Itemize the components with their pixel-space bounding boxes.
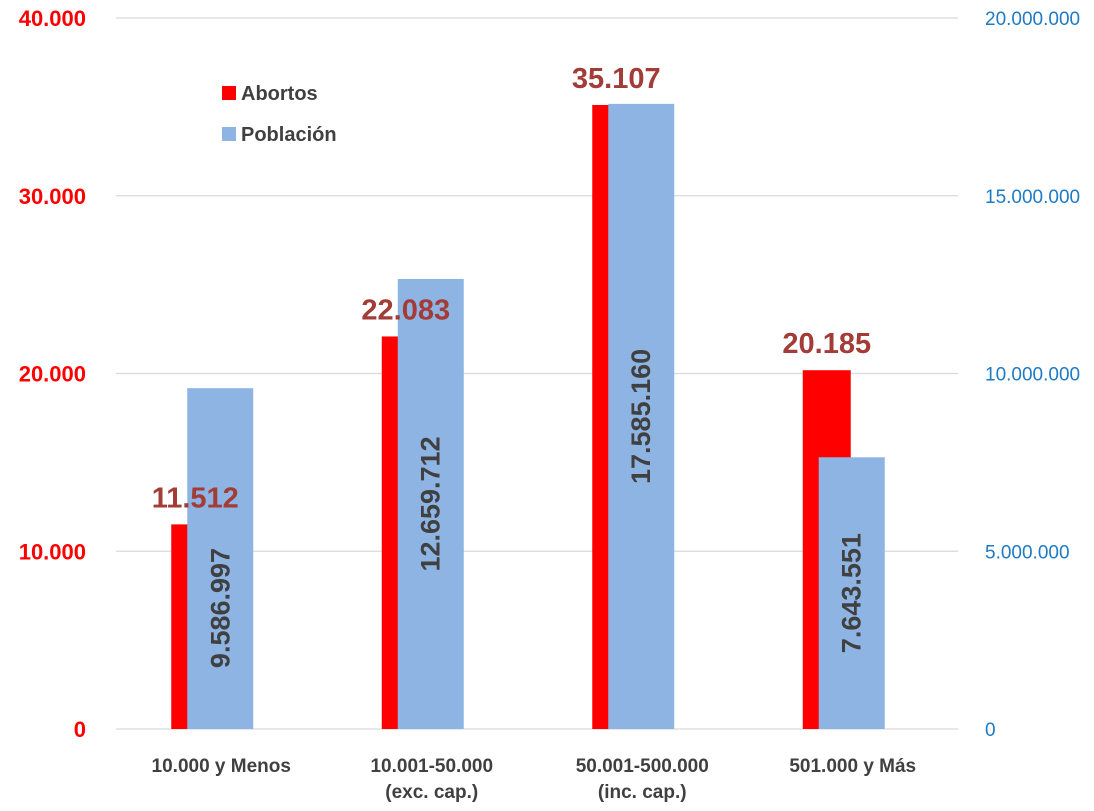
poblacion-data-label: 9.586.997 — [205, 548, 235, 668]
right-tick-label: 0 — [985, 720, 996, 741]
category-label: 50.001-500.000 — [576, 756, 709, 777]
right-tick-label: 5.000.000 — [985, 542, 1070, 563]
poblacion-bar — [187, 388, 254, 729]
legend-swatch-abortos — [222, 86, 236, 100]
left-axis: 0 10.000 20.000 30.000 40.000 — [19, 6, 86, 742]
legend-label-abortos: Abortos — [241, 83, 318, 105]
left-tick-label: 0 — [74, 717, 86, 742]
left-tick-label: 40.000 — [19, 6, 86, 31]
category-label: 10.001-50.000 — [370, 756, 493, 777]
left-tick-label: 30.000 — [19, 184, 86, 209]
category-label: (inc. cap.) — [598, 782, 687, 803]
bars — [171, 103, 885, 730]
category-label: 10.000 y Menos — [152, 756, 291, 777]
category-axis: 10.000 y Menos 10.001-50.000 (exc. cap.) 50… — [152, 756, 917, 803]
category-label: 501.000 y Más — [789, 756, 916, 777]
poblacion-bar — [397, 278, 464, 729]
category-label: (exc. cap.) — [385, 782, 478, 803]
poblacion-bar — [818, 457, 885, 729]
legend-swatch-poblacion — [222, 127, 236, 141]
abortos-data-label: 11.512 — [152, 482, 239, 514]
poblacion-data-label: 12.659.712 — [416, 436, 446, 571]
right-tick-label: 10.000.000 — [985, 365, 1080, 386]
legend: Abortos Población — [222, 83, 337, 146]
abortos-data-label: 22.083 — [361, 294, 450, 326]
poblacion-data-label: 17.585.160 — [626, 349, 656, 484]
left-tick-label: 10.000 — [19, 539, 86, 564]
left-tick-label: 20.000 — [19, 362, 86, 387]
poblacion-bar — [608, 103, 675, 730]
data-labels: 11.512 9.586.997 22.083 12.659.712 35.107 17.… — [152, 63, 871, 668]
abortos-data-label: 35.107 — [572, 63, 661, 95]
right-axis: 0 5.000.000 10.000.000 15.000.000 20.000.000 — [985, 9, 1080, 741]
right-tick-label: 20.000.000 — [985, 9, 1080, 30]
abortos-data-label: 20.185 — [782, 328, 871, 360]
right-tick-label: 15.000.000 — [985, 187, 1080, 208]
legend-label-poblacion: Población — [241, 124, 337, 146]
poblacion-data-label: 7.643.551 — [837, 533, 867, 653]
